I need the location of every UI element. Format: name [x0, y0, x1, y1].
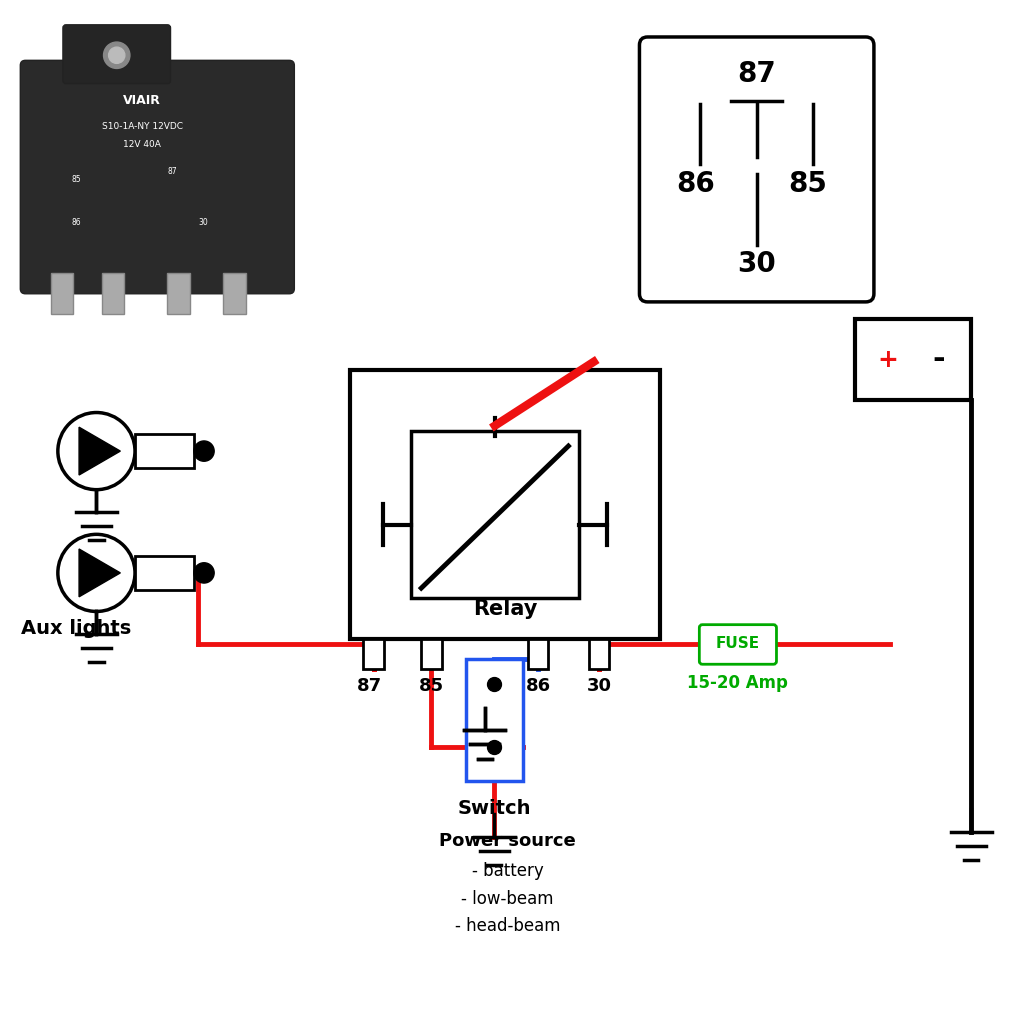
- Bar: [350, 370, 660, 639]
- Bar: [51, 273, 73, 314]
- Text: 87: 87: [167, 168, 177, 176]
- Text: FUSE: FUSE: [716, 637, 760, 651]
- Text: 86: 86: [526, 678, 551, 695]
- Text: Relay: Relay: [473, 599, 537, 618]
- Bar: [167, 273, 190, 314]
- Bar: [102, 273, 124, 314]
- Bar: [223, 273, 246, 314]
- FancyBboxPatch shape: [63, 25, 171, 84]
- Text: - battery: - battery: [472, 862, 543, 881]
- Text: 85: 85: [71, 174, 80, 183]
- Text: Switch: Switch: [458, 800, 531, 818]
- Bar: [421, 639, 442, 670]
- Bar: [466, 659, 523, 781]
- Text: 87: 87: [357, 678, 383, 695]
- FancyBboxPatch shape: [699, 625, 776, 665]
- Text: - head-beam: - head-beam: [455, 916, 560, 935]
- Bar: [135, 556, 194, 590]
- Text: 15-20 Amp: 15-20 Amp: [687, 675, 789, 692]
- Text: -: -: [933, 345, 945, 374]
- Circle shape: [109, 47, 125, 63]
- Circle shape: [194, 441, 214, 461]
- Polygon shape: [79, 549, 121, 597]
- Text: - low-beam: - low-beam: [461, 890, 554, 907]
- Text: VIAIR: VIAIR: [123, 94, 161, 108]
- Text: 86: 86: [676, 170, 715, 198]
- Text: Aux lights: Aux lights: [21, 618, 131, 638]
- Text: 85: 85: [789, 170, 827, 198]
- Text: 85: 85: [419, 678, 445, 695]
- Circle shape: [194, 563, 214, 583]
- Bar: [363, 639, 384, 670]
- Text: 30: 30: [587, 678, 612, 695]
- Text: 12V 40A: 12V 40A: [123, 140, 161, 150]
- Bar: [411, 431, 579, 598]
- Bar: [135, 434, 194, 468]
- FancyBboxPatch shape: [20, 60, 294, 294]
- Text: Power source: Power source: [439, 831, 576, 850]
- FancyBboxPatch shape: [639, 37, 874, 302]
- Bar: [589, 639, 609, 670]
- Circle shape: [104, 42, 130, 69]
- Text: 30: 30: [737, 250, 776, 279]
- Text: 30: 30: [198, 218, 208, 227]
- Polygon shape: [79, 427, 121, 475]
- Text: 86: 86: [71, 218, 80, 227]
- Text: +: +: [877, 348, 897, 372]
- Text: 87: 87: [737, 60, 776, 88]
- Bar: [855, 319, 971, 400]
- Text: S10-1A-NY 12VDC: S10-1A-NY 12VDC: [102, 122, 183, 131]
- Bar: [528, 639, 548, 670]
